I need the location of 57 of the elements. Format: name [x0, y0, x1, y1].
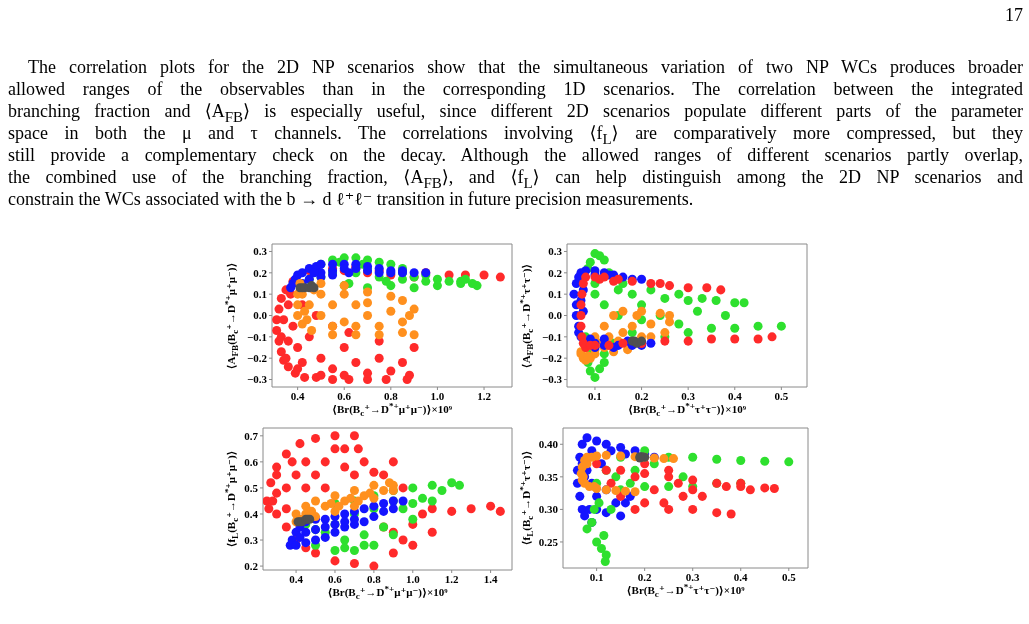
x-tick-label: 0.3 — [685, 570, 701, 583]
x-tick-label: 1.4 — [483, 572, 498, 585]
y-tick-label: 0.7 — [244, 429, 259, 442]
y-tick-label: −0.1 — [246, 330, 267, 343]
y-tick-label: 0.2 — [253, 266, 268, 279]
x-axis-title: ⟨Br(B$_{c}$⁺→D$^{*+}$μ⁺μ⁻)⟩×10⁹ — [327, 583, 448, 602]
x-tick-label: 0.4 — [289, 572, 304, 585]
y-tick-label: 0.0 — [253, 309, 268, 322]
y-tick-label: 0.40 — [538, 438, 559, 451]
x-axis-title: ⟨Br(B$_{c}$⁺→D$^{*+}$τ⁺τ⁻)⟩×10⁹ — [626, 581, 745, 600]
x-tick-label: 0.8 — [367, 572, 382, 585]
x-tick-label: 0.6 — [328, 572, 343, 585]
text: constrain the WCs associated with the b → d ℓ⁺ℓ⁻ transition in future precision measurements. — [8, 188, 695, 210]
y-tick-label: −0.1 — [541, 330, 562, 343]
x-tick-label: 0.1 — [588, 389, 602, 402]
text: branching fraction and ⟨A$_{FB}$⟩ is especially useful, since different 2D scenarios populate different parts of the parameter — [8, 101, 1023, 125]
text: The correlation plots for the 2D NP scenarios show that the simultaneous variation of two NP WCs produces broader — [27, 56, 1023, 78]
text: 17 — [1005, 4, 1023, 26]
text: the combined use of the branching fraction, ⟨A$_{FB}$⟩, and ⟨f$_{L}$⟩ can help distinguish among the 2D NP scenarios and — [8, 167, 1023, 191]
y-tick-label: −0.2 — [541, 352, 563, 365]
x-tick-label: 0.5 — [774, 389, 789, 402]
x-tick-label: 0.3 — [681, 389, 696, 402]
y-tick-label: 0.5 — [244, 481, 259, 494]
x-tick-label: 0.1 — [589, 570, 604, 583]
y-tick-label: 0.3 — [244, 533, 259, 546]
y-tick-label: 0.25 — [538, 535, 559, 548]
y-tick-label: −0.2 — [246, 352, 268, 365]
x-tick-label: 0.2 — [634, 389, 649, 402]
y-tick-label: 0.3 — [253, 245, 268, 258]
text: still provide a complementary check on the decay. Although the allowed ranges of different scenarios partly overlap, — [8, 144, 1023, 166]
x-tick-label: 0.4 — [290, 389, 306, 402]
y-tick-label: 0.6 — [244, 455, 259, 468]
x-tick-label: 0.8 — [383, 389, 399, 402]
x-tick-label: 1.2 — [477, 389, 492, 402]
x-tick-label: 0.5 — [781, 570, 797, 583]
x-tick-label: 1.0 — [405, 572, 421, 585]
x-tick-label: 0.4 — [733, 570, 749, 583]
x-tick-label: 1.2 — [444, 572, 460, 585]
y-tick-label: 0.2 — [244, 560, 259, 572]
x-tick-label: 0.4 — [727, 389, 743, 402]
x-axis-title: ⟨Br(B$_{c}$⁺→D$^{*+}$μ⁺μ⁻)⟩×10⁹ — [331, 400, 453, 419]
y-tick-label: 0.1 — [253, 288, 267, 301]
y-tick-label: 0.4 — [244, 507, 259, 520]
y-tick-label: 0.2 — [548, 266, 563, 279]
y-tick-label: 0.0 — [548, 309, 563, 322]
x-tick-label: 0.6 — [337, 389, 352, 402]
x-tick-label: 0.2 — [637, 570, 653, 583]
y-tick-label: 0.1 — [548, 288, 562, 301]
y-tick-label: 0.3 — [548, 245, 563, 258]
y-tick-label: 0.35 — [538, 470, 559, 483]
x-axis-title: ⟨Br(B$_{c}$⁺→D$^{*+}$τ⁺τ⁻)⟩×10⁹ — [628, 400, 746, 419]
text: space in both the μ and τ channels. The correlations involving ⟨f$_{L}$⟩ are comparatively more compressed, but they — [8, 123, 1023, 147]
text: allowed ranges of the observables than in the corresponding 1D scenarios. The correlation between the integrated — [8, 78, 1023, 100]
y-tick-label: 0.30 — [538, 503, 559, 516]
y-tick-label: −0.3 — [541, 373, 563, 386]
y-tick-label: −0.3 — [246, 373, 268, 386]
x-tick-label: 1.0 — [430, 389, 445, 402]
